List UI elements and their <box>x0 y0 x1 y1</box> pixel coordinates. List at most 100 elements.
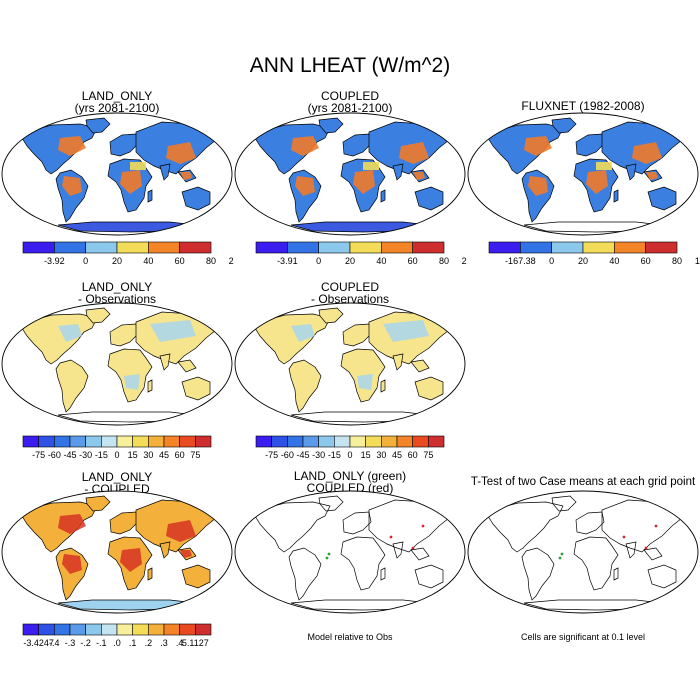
colorbar-bin <box>54 623 71 636</box>
colorbar-label: -15 <box>95 450 108 460</box>
continent-australia <box>181 564 211 589</box>
colorbar-label: -30 <box>79 450 92 460</box>
colorbar-bin <box>349 241 382 254</box>
map-coupled-minus-obs <box>234 302 466 426</box>
panel-title-fluxnet: FLUXNET (1982-2008) <box>466 100 700 112</box>
continent-northAmerica <box>487 501 564 553</box>
significance-mark <box>558 556 562 560</box>
colorbar-label: 15 <box>128 450 138 460</box>
panel-title-model-relative-to-obs: LAND_ONLY (green) COUPLED (red) <box>233 470 467 494</box>
continent-australia <box>414 186 444 211</box>
region-asia-high <box>399 142 429 164</box>
colorbar-label: 60 <box>408 450 418 460</box>
region-seAsia-high <box>180 172 192 180</box>
panel-title-line-2: COUPLED (red) <box>306 481 394 495</box>
region-northAmerica-high <box>291 136 319 156</box>
colorbar-bin <box>349 435 366 448</box>
continent-seAsia <box>410 547 430 561</box>
colorbar-label: 0 <box>114 450 119 460</box>
continent-greenland <box>318 495 344 512</box>
colorbar-label: -45 <box>63 450 76 460</box>
colorbar-bin <box>38 435 55 448</box>
colorbar-label: -45 <box>296 450 309 460</box>
colorbar-bin <box>195 435 212 448</box>
continent-greenland <box>318 117 344 134</box>
significance-mark <box>654 524 658 528</box>
continent-europe <box>109 133 139 157</box>
continent-greenland <box>85 117 111 134</box>
continent-australia <box>181 186 211 211</box>
continent-madagascar <box>613 567 619 581</box>
colorbar-label: -60 <box>281 450 294 460</box>
map-land-group <box>235 113 465 235</box>
colorbar-land-only-minus-obs: -75 -60 -45 -30 -15 0 15 30 45 60 75 <box>22 435 212 460</box>
region-africa-negative <box>124 374 140 390</box>
panel-title-t-test: T-Test of two Case means at each grid po… <box>466 476 700 488</box>
colorbar-bin <box>148 623 165 636</box>
colorbar-label: 40 <box>376 256 386 266</box>
continent-europe <box>109 511 139 535</box>
colorbar-label: 40 <box>143 256 153 266</box>
colorbar-label: 60 <box>641 256 651 266</box>
colorbar-label: 75 <box>190 450 200 460</box>
colorbar-bin <box>318 435 335 448</box>
region-seAsia-positive <box>180 550 192 558</box>
map-land-group <box>468 113 698 235</box>
colorbar-label: -.1 <box>96 638 107 648</box>
continent-india <box>392 163 404 181</box>
continent-india <box>159 163 171 181</box>
colorbar-label: 20 <box>112 256 122 266</box>
continent-india <box>392 353 404 371</box>
continent-australia <box>181 376 211 401</box>
region-africa-high <box>586 170 608 194</box>
colorbar-bin <box>148 241 180 254</box>
colorbar-land-only-minus-coupled: -3.4247-.4 -.3 -.2 -.1 .0 .1 .2 .3 .45.1127 <box>22 623 212 648</box>
continent-madagascar <box>147 379 153 393</box>
panel-title-line-1: LAND_ONLY (green) <box>293 469 407 483</box>
continent-australia <box>647 564 677 589</box>
colorbar-label: -3.4247 <box>23 638 54 648</box>
colorbar-label: -.4 <box>49 638 60 648</box>
colorbar-bin <box>85 623 102 636</box>
continent-greenland <box>85 495 111 512</box>
colorbar-bin <box>195 623 212 636</box>
colorbar-label: 60 <box>408 256 418 266</box>
panel-title-line-1: LAND_ONLY <box>81 470 153 484</box>
panel-title-line-1: LAND_ONLY <box>81 280 153 294</box>
colorbar-coupled: -3.91 0 20 40 60 80 204.14 <box>255 241 467 266</box>
note-model-relative-to-obs: Model relative to Obs <box>307 632 393 642</box>
continent-southAmerica <box>288 547 322 601</box>
colorbar-bin <box>54 241 86 254</box>
colorbar-label: -15 <box>328 450 341 460</box>
continent-madagascar <box>147 189 153 203</box>
map-frame <box>234 112 466 236</box>
continent-india <box>625 163 637 181</box>
continent-madagascar <box>380 567 386 581</box>
colorbar-bin <box>148 435 165 448</box>
panel-title-land-only: LAND_ONLY (yrs 2081-2100) <box>0 90 234 114</box>
region-asia-negative <box>383 320 429 342</box>
colorbar-bin <box>85 241 118 254</box>
continent-southAmerica <box>521 547 555 601</box>
region-sahara <box>596 162 612 170</box>
continent-europe <box>342 511 372 535</box>
significance-mark <box>622 535 626 539</box>
colorbar-bin <box>614 241 646 254</box>
colorbar-label: -.3 <box>65 638 76 648</box>
colorbar-bin <box>101 435 118 448</box>
map-model-relative-to-obs <box>234 490 466 614</box>
panel-title-line-2: (yrs 2081-2100) <box>74 101 160 115</box>
colorbar-bin <box>645 241 678 254</box>
continent-europe <box>109 323 139 347</box>
colorbar-bin <box>22 241 55 254</box>
map-frame <box>234 302 466 426</box>
colorbar-bin <box>412 435 429 448</box>
panel-title-coupled: COUPLED (yrs 2081-2100) <box>233 90 467 114</box>
colorbar-bin <box>255 435 272 448</box>
map-land-group <box>468 491 698 613</box>
colorbar-bin <box>179 435 196 448</box>
map-frame <box>1 112 233 236</box>
colorbar-label: 15 <box>361 450 371 460</box>
continent-southAmerica <box>55 359 89 413</box>
colorbar-land-only: -3.92 0 20 40 60 80 203.54 <box>22 241 234 266</box>
